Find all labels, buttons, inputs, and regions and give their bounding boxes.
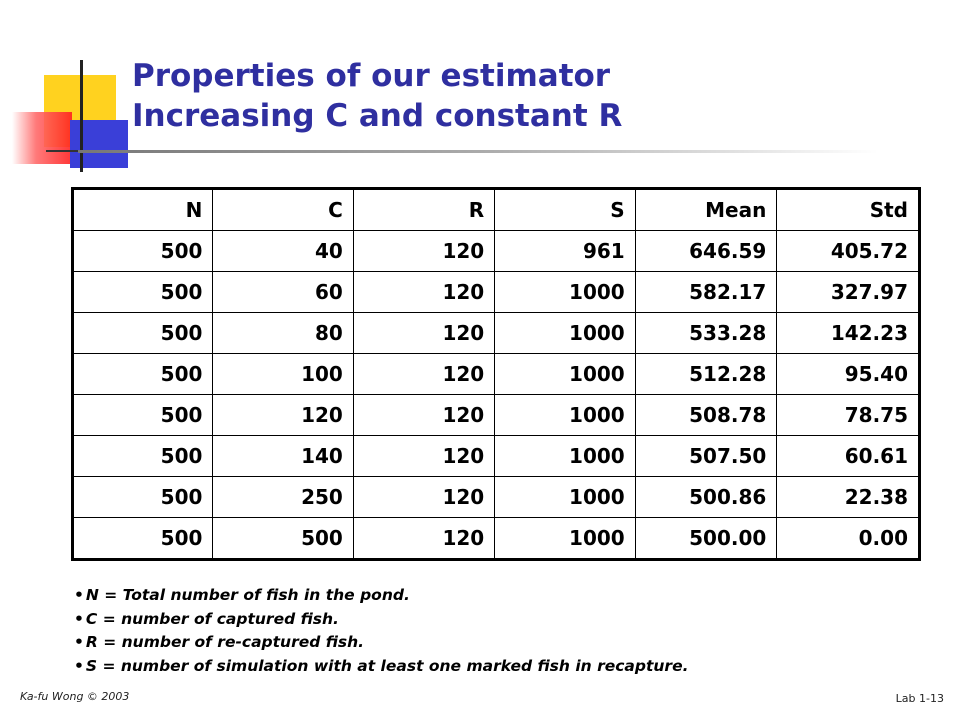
header-c: C — [212, 188, 354, 231]
table-cell: 582.17 — [634, 271, 778, 313]
table-cell: 500.00 — [634, 517, 778, 560]
table-row: 500 250 120 1000 500.86 22.38 — [71, 476, 920, 518]
title-underline — [78, 150, 878, 153]
table-cell: 120 — [352, 353, 496, 395]
header-s: S — [494, 188, 636, 231]
table-cell: 1000 — [494, 435, 636, 477]
table-cell: 1000 — [494, 517, 636, 560]
table-cell: 120 — [352, 271, 496, 313]
table-cell: 250 — [212, 476, 354, 518]
logo-vertical-line — [80, 60, 83, 172]
table-cell: 78.75 — [776, 394, 920, 436]
list-item: S = number of simulation with at least o… — [74, 655, 689, 679]
table-row: 500 80 120 1000 533.28 142.23 — [71, 312, 920, 354]
table-cell: 95.40 — [776, 353, 920, 395]
table-cell: 512.28 — [634, 353, 778, 395]
table-cell: 1000 — [494, 476, 636, 518]
table-cell: 120 — [212, 394, 354, 436]
table-cell: 500 — [71, 435, 214, 477]
slide-title: Properties of our estimator Increasing C… — [132, 56, 622, 136]
table-row: 500 60 120 1000 582.17 327.97 — [71, 271, 920, 313]
table-cell: 60.61 — [776, 435, 920, 477]
list-item: N = Total number of fish in the pond. — [74, 584, 688, 608]
table-cell: 120 — [352, 517, 496, 560]
table-cell: 142.23 — [776, 312, 920, 354]
title-line-2: Increasing C and constant R — [132, 98, 623, 134]
table-cell: 140 — [212, 435, 354, 477]
footer-author: Ka-fu Wong © 2003 — [20, 690, 130, 703]
table-cell: 507.50 — [634, 435, 778, 477]
table-cell: 1000 — [494, 312, 636, 354]
header-n: N — [71, 188, 214, 231]
table-row: 500 40 120 961 646.59 405.72 — [71, 230, 920, 272]
header-r: R — [352, 188, 496, 231]
table-cell: 22.38 — [776, 476, 920, 518]
table-cell: 961 — [494, 230, 636, 272]
definitions-list: N = Total number of fish in the pond. C … — [74, 584, 689, 679]
header-mean: Mean — [634, 188, 778, 231]
table-cell: 500 — [71, 312, 214, 354]
table-cell: 646.59 — [634, 230, 778, 272]
table-row: 500 500 120 1000 500.00 0.00 — [71, 517, 920, 560]
table-cell: 120 — [352, 394, 496, 436]
table-cell: 500 — [212, 517, 354, 560]
table-cell: 500 — [71, 394, 214, 436]
table-cell: 500 — [71, 476, 214, 518]
table-cell: 120 — [352, 312, 496, 354]
table-cell: 500 — [71, 271, 214, 313]
table-cell: 0.00 — [776, 517, 920, 560]
table-cell: 500.86 — [634, 476, 778, 518]
table-cell: 500 — [71, 517, 214, 560]
table-cell: 327.97 — [776, 271, 920, 313]
table-cell: 120 — [352, 435, 496, 477]
table-cell: 120 — [352, 230, 496, 272]
footer-page-number: Lab 1-13 — [895, 692, 944, 705]
slide-logo — [0, 60, 140, 180]
table-cell: 80 — [212, 312, 354, 354]
table-cell: 1000 — [494, 353, 636, 395]
list-item: C = number of captured fish. — [74, 608, 688, 632]
table-row: 500 140 120 1000 507.50 60.61 — [71, 435, 920, 477]
table-cell: 1000 — [494, 271, 636, 313]
table-cell: 500 — [71, 353, 214, 395]
table-cell: 1000 — [494, 394, 636, 436]
title-line-1: Properties of our estimator — [132, 58, 611, 94]
table-cell: 508.78 — [634, 394, 778, 436]
table-header-row: N C R S Mean Std — [71, 188, 920, 231]
table-cell: 100 — [212, 353, 354, 395]
table-cell: 500 — [71, 230, 214, 272]
results-table: N C R S Mean Std 500 40 120 961 646.59 405.72… — [71, 187, 921, 561]
list-item: R = number of re-captured fish. — [74, 631, 688, 655]
table-row: 500 120 120 1000 508.78 78.75 — [71, 394, 920, 436]
table-cell: 405.72 — [776, 230, 920, 272]
logo-red-square — [12, 112, 72, 164]
logo-blue-square — [70, 120, 128, 168]
table-cell: 120 — [352, 476, 496, 518]
table-row: 500 100 120 1000 512.28 95.40 — [71, 353, 920, 395]
header-std: Std — [776, 188, 920, 231]
table-cell: 40 — [212, 230, 354, 272]
table-cell: 533.28 — [634, 312, 778, 354]
table-cell: 60 — [212, 271, 354, 313]
